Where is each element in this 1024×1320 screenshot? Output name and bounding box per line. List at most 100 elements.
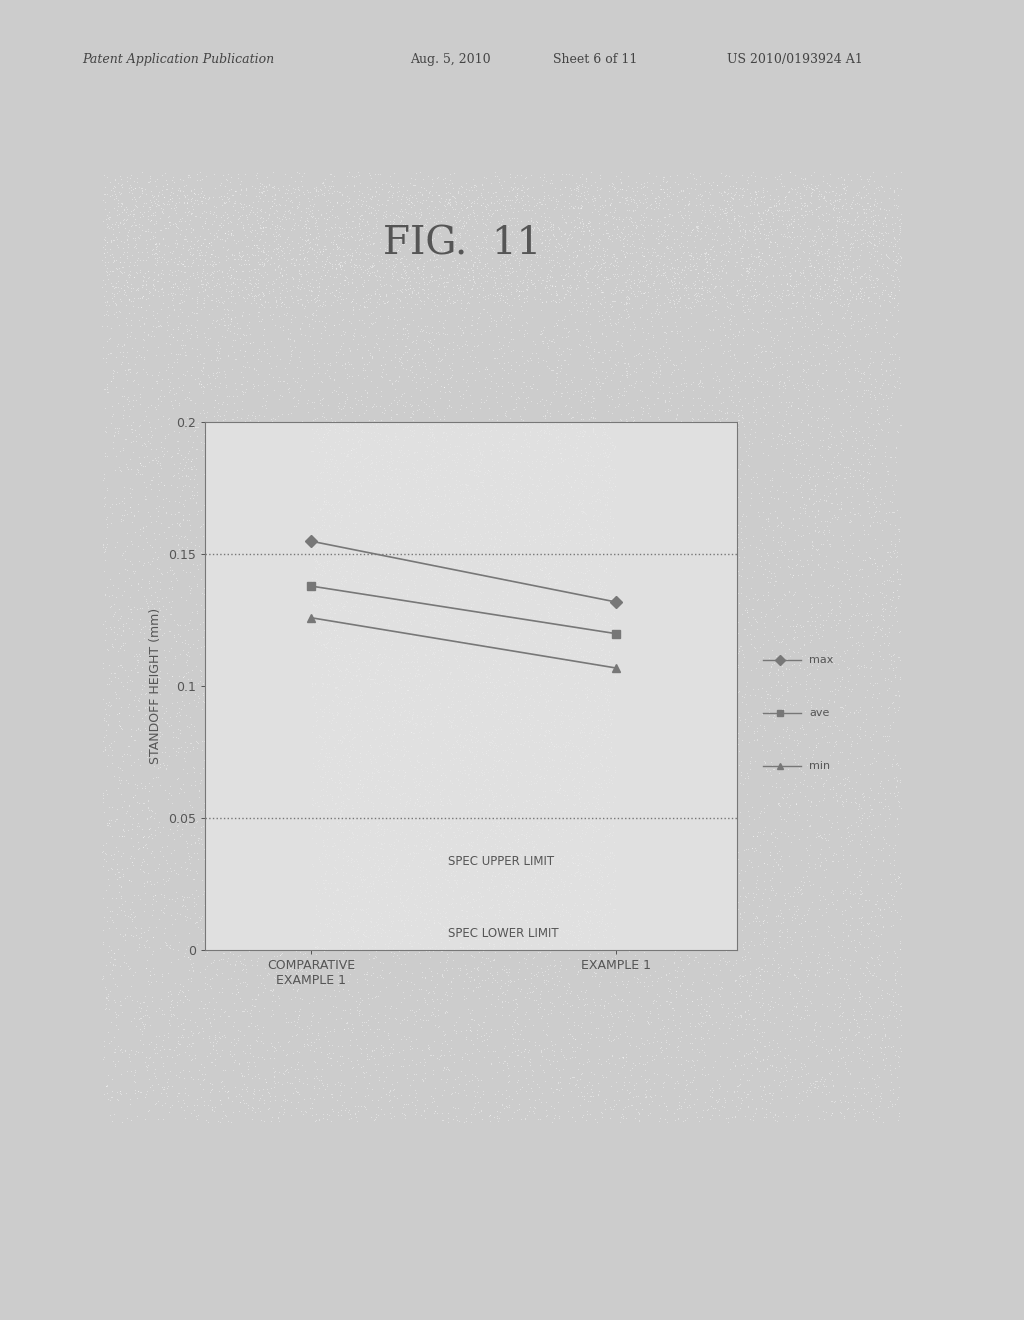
Point: [262, 979, 279, 1001]
Point: [680, 428, 696, 449]
Point: [509, 705, 525, 726]
Point: [328, 645, 344, 667]
Point: [504, 554, 520, 576]
Point: [628, 624, 644, 645]
Point: [575, 462, 592, 483]
Point: [668, 645, 684, 667]
Point: [787, 672, 804, 693]
Point: [580, 569, 596, 590]
Point: [226, 953, 243, 974]
Point: [557, 465, 573, 486]
Point: [654, 440, 671, 461]
Point: [204, 298, 220, 319]
Point: [408, 330, 424, 351]
Point: [598, 445, 614, 466]
Point: [425, 789, 441, 810]
Point: [710, 1090, 726, 1111]
Point: [788, 183, 805, 205]
Point: [753, 227, 769, 248]
Point: [514, 197, 530, 218]
Point: [429, 739, 445, 760]
Point: [745, 1109, 762, 1130]
Point: [587, 781, 603, 803]
Point: [122, 550, 138, 572]
Point: [438, 583, 455, 605]
Point: [839, 230, 855, 251]
Point: [885, 952, 901, 973]
Point: [766, 285, 782, 306]
Point: [121, 289, 137, 310]
Point: [666, 273, 682, 294]
Point: [801, 243, 817, 264]
Point: [808, 737, 824, 758]
Point: [850, 1022, 866, 1043]
Point: [733, 407, 750, 428]
Point: [272, 735, 289, 756]
Point: [155, 164, 171, 185]
Point: [386, 855, 402, 876]
Point: [578, 170, 594, 191]
Point: [359, 609, 376, 630]
Point: [231, 183, 248, 205]
Point: [443, 690, 460, 711]
Point: [377, 734, 393, 755]
Point: [544, 454, 560, 475]
Point: [577, 649, 593, 671]
Point: [468, 566, 484, 587]
Point: [315, 634, 332, 655]
Point: [681, 296, 697, 317]
Point: [354, 684, 371, 705]
Point: [443, 855, 460, 876]
Point: [501, 1094, 517, 1115]
Point: [161, 194, 177, 215]
Point: [793, 168, 809, 189]
Point: [259, 962, 275, 983]
Point: [592, 543, 608, 564]
Point: [344, 812, 360, 833]
Point: [170, 814, 186, 836]
Point: [654, 437, 671, 458]
Point: [151, 280, 167, 301]
Point: [480, 725, 497, 746]
Point: [807, 478, 823, 499]
Point: [670, 248, 686, 269]
Point: [388, 387, 404, 408]
Point: [596, 267, 612, 288]
Point: [364, 766, 380, 787]
Point: [592, 457, 608, 478]
Point: [338, 560, 354, 581]
Point: [658, 255, 675, 276]
Point: [617, 292, 634, 313]
Point: [553, 484, 569, 506]
Point: [184, 961, 201, 982]
Point: [749, 1041, 765, 1063]
Point: [319, 836, 336, 857]
Point: [854, 308, 870, 329]
Point: [165, 939, 181, 960]
Point: [857, 704, 873, 725]
Point: [549, 824, 565, 845]
Point: [312, 1069, 329, 1090]
Point: [668, 671, 684, 692]
Point: [372, 838, 388, 859]
Point: [284, 286, 300, 308]
Point: [402, 271, 419, 292]
Point: [439, 915, 456, 936]
Point: [362, 440, 379, 461]
Point: [866, 302, 883, 323]
Point: [714, 285, 730, 306]
Point: [509, 579, 525, 601]
Point: [752, 997, 768, 1018]
Point: [577, 799, 593, 820]
Point: [402, 191, 419, 213]
Point: [387, 998, 403, 1019]
Point: [352, 590, 369, 611]
Point: [806, 230, 822, 251]
Point: [695, 684, 712, 705]
Point: [420, 886, 436, 907]
Point: [544, 506, 560, 527]
Point: [751, 957, 767, 978]
Point: [260, 442, 276, 463]
Point: [538, 492, 554, 513]
Point: [617, 483, 634, 504]
